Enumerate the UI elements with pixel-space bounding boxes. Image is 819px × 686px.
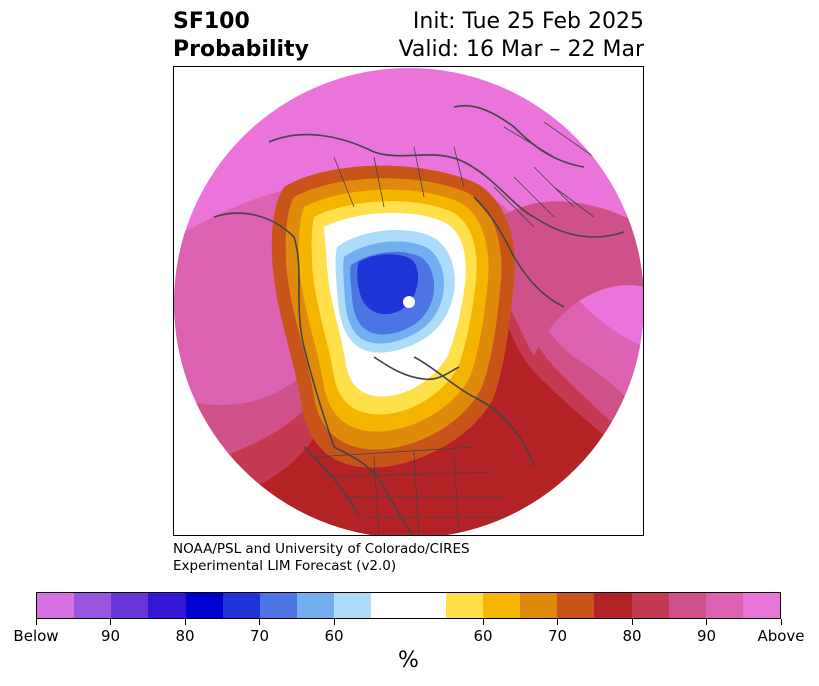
below-75 <box>357 254 419 315</box>
colorbar-segment <box>111 593 149 618</box>
title-line-1: SF100 <box>173 9 250 34</box>
colorbar-segment <box>222 593 260 618</box>
colorbar-tick-label: 80 <box>175 627 195 645</box>
colorbar-segment <box>334 593 372 618</box>
north-pole-marker <box>403 296 415 308</box>
colorbar-tick <box>482 619 484 625</box>
colorbar-tick-label: 70 <box>249 627 270 645</box>
colorbar-tick-label: 80 <box>622 627 642 645</box>
colorbar-tick <box>780 619 782 625</box>
coastlines <box>213 104 625 535</box>
colorbar-tick-label: 90 <box>100 627 121 645</box>
title-line-2: Probability <box>173 37 309 62</box>
map-title: SF100 Probability <box>173 8 309 64</box>
colorbar-tick-label: Above <box>757 627 805 645</box>
lobe-eurasia <box>484 201 643 357</box>
colorbar-segment <box>185 593 223 618</box>
colorbar-segment <box>148 593 186 618</box>
colorbar-segment <box>371 593 409 618</box>
colorbar-tick <box>557 619 558 625</box>
forecast-dates: Init: Tue 25 Feb 2025 Valid: 16 Mar – 22… <box>399 8 644 64</box>
colorbar-tick <box>259 619 260 625</box>
polar-map <box>173 66 644 536</box>
colorbar <box>36 592 781 619</box>
colorbar-segment <box>705 593 743 618</box>
colorbar-segment <box>259 593 298 618</box>
colorbar-segment <box>557 593 595 618</box>
colorbar-segment <box>408 593 446 618</box>
colorbar-tick-label: 90 <box>696 627 717 645</box>
colorbar-segment <box>742 593 781 618</box>
colorbar-tick <box>631 619 633 625</box>
colorbar-segment <box>297 593 335 618</box>
colorbar-segment <box>594 593 632 618</box>
colorbar-tick-label: 60 <box>324 627 344 645</box>
colorbar-segment <box>520 593 558 618</box>
colorbar-tick-label: 70 <box>547 627 568 645</box>
colorbar-tick-label: Below <box>13 627 59 645</box>
colorbar-segment <box>482 593 521 618</box>
colorbar-segment <box>74 593 112 618</box>
colorbar-tick <box>333 619 335 625</box>
credit-text: NOAA/PSL and University of Colorado/CIRE… <box>173 541 470 575</box>
colorbar-tick <box>184 619 186 625</box>
colorbar-segment <box>37 593 75 618</box>
credit-line-1: NOAA/PSL and University of Colorado/CIRE… <box>173 541 470 557</box>
colorbar-tick <box>706 619 707 625</box>
init-date: Init: Tue 25 Feb 2025 <box>412 9 644 34</box>
colorbar-tick <box>110 619 111 625</box>
valid-dates: Valid: 16 Mar – 22 Mar <box>398 37 644 62</box>
colorbar-segment <box>445 593 483 618</box>
colorbar-tick-label: 60 <box>473 627 493 645</box>
colorbar-segment <box>668 593 706 618</box>
colorbar-unit: % <box>398 648 419 673</box>
credit-line-2: Experimental LIM Forecast (v2.0) <box>173 558 397 574</box>
colorbar-tick <box>35 619 37 625</box>
colorbar-segment <box>631 593 669 618</box>
probability-map-svg <box>174 68 643 535</box>
